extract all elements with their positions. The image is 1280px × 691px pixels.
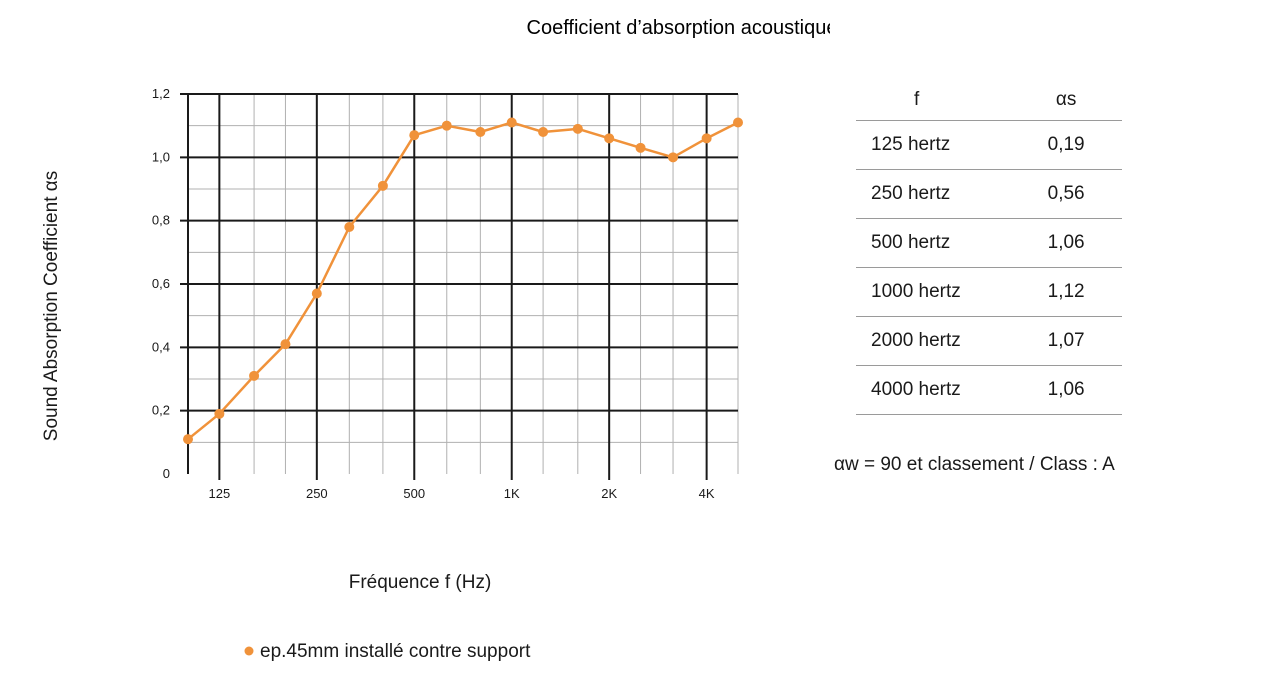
table-row: 2000 hertz 1,07 (856, 316, 1122, 366)
rating-text: αw = 90 et classement / Class : A (834, 454, 1115, 475)
data-point (409, 130, 420, 141)
y-tick-label: 1,0 (152, 149, 170, 164)
y-tick-label: 0,2 (152, 403, 170, 418)
data-point (538, 127, 549, 137)
table-cell-alpha: 1,12 (1010, 267, 1122, 317)
x-tick-label: 1K (504, 486, 520, 501)
x-tick-labels: 125 250 500 1K 2K 4K (209, 486, 715, 501)
data-point (572, 123, 583, 134)
data-point (668, 152, 679, 163)
table-header-f: f (914, 89, 920, 110)
y-axis-label: Sound Absorption Coefficient αs (41, 171, 62, 441)
x-axis-label: Fréquence f (Hz) (349, 572, 492, 593)
table-cell-alpha: 1,07 (1010, 316, 1122, 366)
legend-label: ep.45mm installé contre support (260, 641, 531, 662)
data-point (344, 222, 355, 232)
grid-major (180, 93, 738, 480)
data-point (733, 117, 743, 128)
table-cell-frequency: 500 hertz (856, 218, 1011, 268)
data-point (377, 180, 388, 191)
x-tick-label: 125 (209, 486, 231, 501)
data-point (311, 288, 322, 299)
data-point (441, 120, 452, 131)
y-tick-labels: 0 0,2 0,4 0,6 0,8 1,0 1,2 (152, 86, 170, 481)
absorption-table: f αs 125 hertz 0,19 250 hertz 0,56 500 h… (856, 80, 1122, 415)
table-cell-alpha: 1,06 (1010, 218, 1122, 268)
data-point (635, 142, 646, 153)
absorption-chart: Coefficient d’absorption acoustique 0 0,2… (41, 17, 830, 662)
data-point (701, 133, 712, 144)
y-tick-label: 0,8 (152, 213, 170, 228)
table-cell-alpha: 0,19 (1010, 120, 1122, 170)
table-row: 500 hertz 1,06 (856, 218, 1122, 268)
table-cell-frequency: 4000 hertz (856, 365, 1011, 415)
series-layer (183, 117, 743, 445)
chart-title: Coefficient d’absorption acoustique (527, 17, 830, 39)
data-point (475, 127, 486, 137)
legend-marker (244, 646, 254, 656)
data-point (214, 408, 225, 419)
data-point (506, 117, 517, 128)
y-tick-label: 0 (163, 466, 170, 481)
table-cell-frequency: 250 hertz (856, 169, 1011, 219)
x-tick-label: 500 (403, 486, 425, 501)
data-point (604, 133, 615, 144)
table-row: 125 hertz 0,19 (856, 120, 1122, 170)
table-row: 250 hertz 0,56 (856, 169, 1122, 219)
table-cell-alpha: 0,56 (1010, 169, 1122, 219)
x-tick-label: 4K (699, 486, 715, 501)
data-point (183, 434, 193, 445)
data-point (249, 370, 260, 381)
table-cell-frequency: 2000 hertz (856, 316, 1011, 366)
data-point (280, 339, 291, 350)
x-tick-label: 250 (306, 486, 328, 501)
y-tick-label: 1,2 (152, 86, 170, 101)
series-line (187, 121, 739, 441)
table-cell-frequency: 125 hertz (856, 120, 1011, 170)
y-tick-label: 0,4 (152, 339, 170, 354)
y-tick-label: 0,6 (152, 276, 170, 291)
table-cell-frequency: 1000 hertz (856, 267, 1011, 317)
x-tick-label: 2K (601, 486, 617, 501)
table-cell-alpha: 1,06 (1010, 365, 1122, 415)
table-header-alpha: αs (1055, 89, 1077, 110)
table-row: 4000 hertz 1,06 (856, 365, 1122, 415)
table-row: 1000 hertz 1,12 (856, 267, 1122, 317)
